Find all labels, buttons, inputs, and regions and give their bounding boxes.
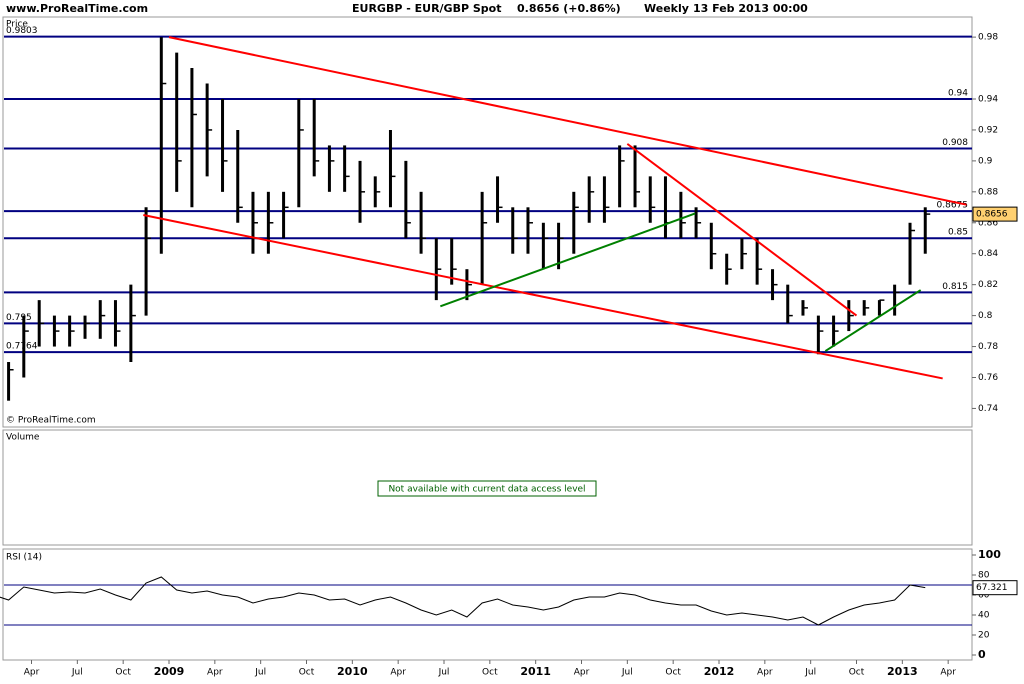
period: Weekly <box>644 2 689 15</box>
level-label: 0.908 <box>942 138 968 148</box>
level-label: 0.94 <box>948 89 968 99</box>
trendline <box>626 143 858 317</box>
y-tick-label: 0.74 <box>978 404 998 414</box>
level-label: 0.795 <box>6 313 32 323</box>
volume-label: Volume <box>6 433 40 443</box>
y-tick-label: 40 <box>978 611 990 621</box>
x-tick-label: 2010 <box>337 665 368 678</box>
volume-panel <box>2 429 973 546</box>
x-tick-label: Jul <box>71 668 83 678</box>
x-tick-label: Apr <box>940 668 956 678</box>
date: 13 Feb 2013 00:00 <box>693 2 808 15</box>
x-tick-label: Jul <box>254 668 266 678</box>
y-tick-label: 20 <box>978 631 990 641</box>
y-tick-label: 0.84 <box>978 249 998 259</box>
last-rsi-box <box>972 580 1018 596</box>
y-tick-label: 0.86 <box>978 218 998 228</box>
y-tick-label: 60 <box>978 591 990 601</box>
y-tick-label: 100 <box>978 548 1001 561</box>
y-tick-label: 0.8 <box>978 311 993 321</box>
x-tick-label: Oct <box>115 668 131 678</box>
level-label: 0.7764 <box>6 342 38 352</box>
last-change: 0.8656 (+0.86%) <box>517 2 621 15</box>
x-tick-label: Apr <box>757 668 773 678</box>
y-tick-label: 80 <box>978 571 990 581</box>
x-tick-label: 2013 <box>887 665 918 678</box>
notice: Not available with current data access l… <box>388 485 585 495</box>
notice-box <box>377 480 597 497</box>
chart-title: EURGBP - EUR/GBP Spot <box>352 2 501 15</box>
last-price-box <box>972 206 1018 222</box>
x-tick-label: 2011 <box>520 665 551 678</box>
level-label: 0.815 <box>942 282 968 292</box>
site: www.ProRealTime.com <box>6 2 148 15</box>
x-tick-label: Apr <box>390 668 406 678</box>
trendline <box>143 214 943 380</box>
y-tick-label: 0.82 <box>978 280 998 290</box>
rsi-label: RSI (14) <box>6 553 42 563</box>
y-tick-label: 0.92 <box>978 125 998 135</box>
x-tick-label: Oct <box>849 668 865 678</box>
x-tick-label: Apr <box>24 668 40 678</box>
rsi-line <box>0 576 926 626</box>
trendline <box>824 289 922 352</box>
x-tick-label: Jul <box>804 668 816 678</box>
x-tick-label: Oct <box>482 668 498 678</box>
x-tick-label: Apr <box>574 668 590 678</box>
y-tick-label: 0.98 <box>978 33 998 43</box>
x-tick-label: Oct <box>665 668 681 678</box>
level-label: 0.8675 <box>937 201 969 211</box>
y-tick-label: 0 <box>978 648 986 661</box>
last-rsi: 67.321 <box>976 583 1008 593</box>
y-tick-label: 0.76 <box>978 373 998 383</box>
price-panel <box>2 16 973 428</box>
x-tick-label: 2012 <box>704 665 735 678</box>
last-price: 0.8656 <box>976 210 1008 220</box>
x-tick-label: 2009 <box>154 665 185 678</box>
price-label: Price <box>6 20 28 30</box>
x-tick-label: Apr <box>207 668 223 678</box>
y-tick-label: 0.88 <box>978 187 998 197</box>
level-label: 0.85 <box>948 228 968 238</box>
trendline <box>439 212 696 308</box>
y-tick-label: 0.9 <box>978 156 993 166</box>
level-label: 0.9803 <box>6 26 38 36</box>
y-tick-label: 0.94 <box>978 95 998 105</box>
x-tick-label: Jul <box>438 668 450 678</box>
trendline <box>168 36 967 206</box>
x-tick-label: Oct <box>299 668 315 678</box>
rsi-panel <box>2 548 973 661</box>
x-tick-label: Jul <box>621 668 633 678</box>
copyright: © ProRealTime.com <box>6 416 96 426</box>
y-tick-label: 0.78 <box>978 342 998 352</box>
